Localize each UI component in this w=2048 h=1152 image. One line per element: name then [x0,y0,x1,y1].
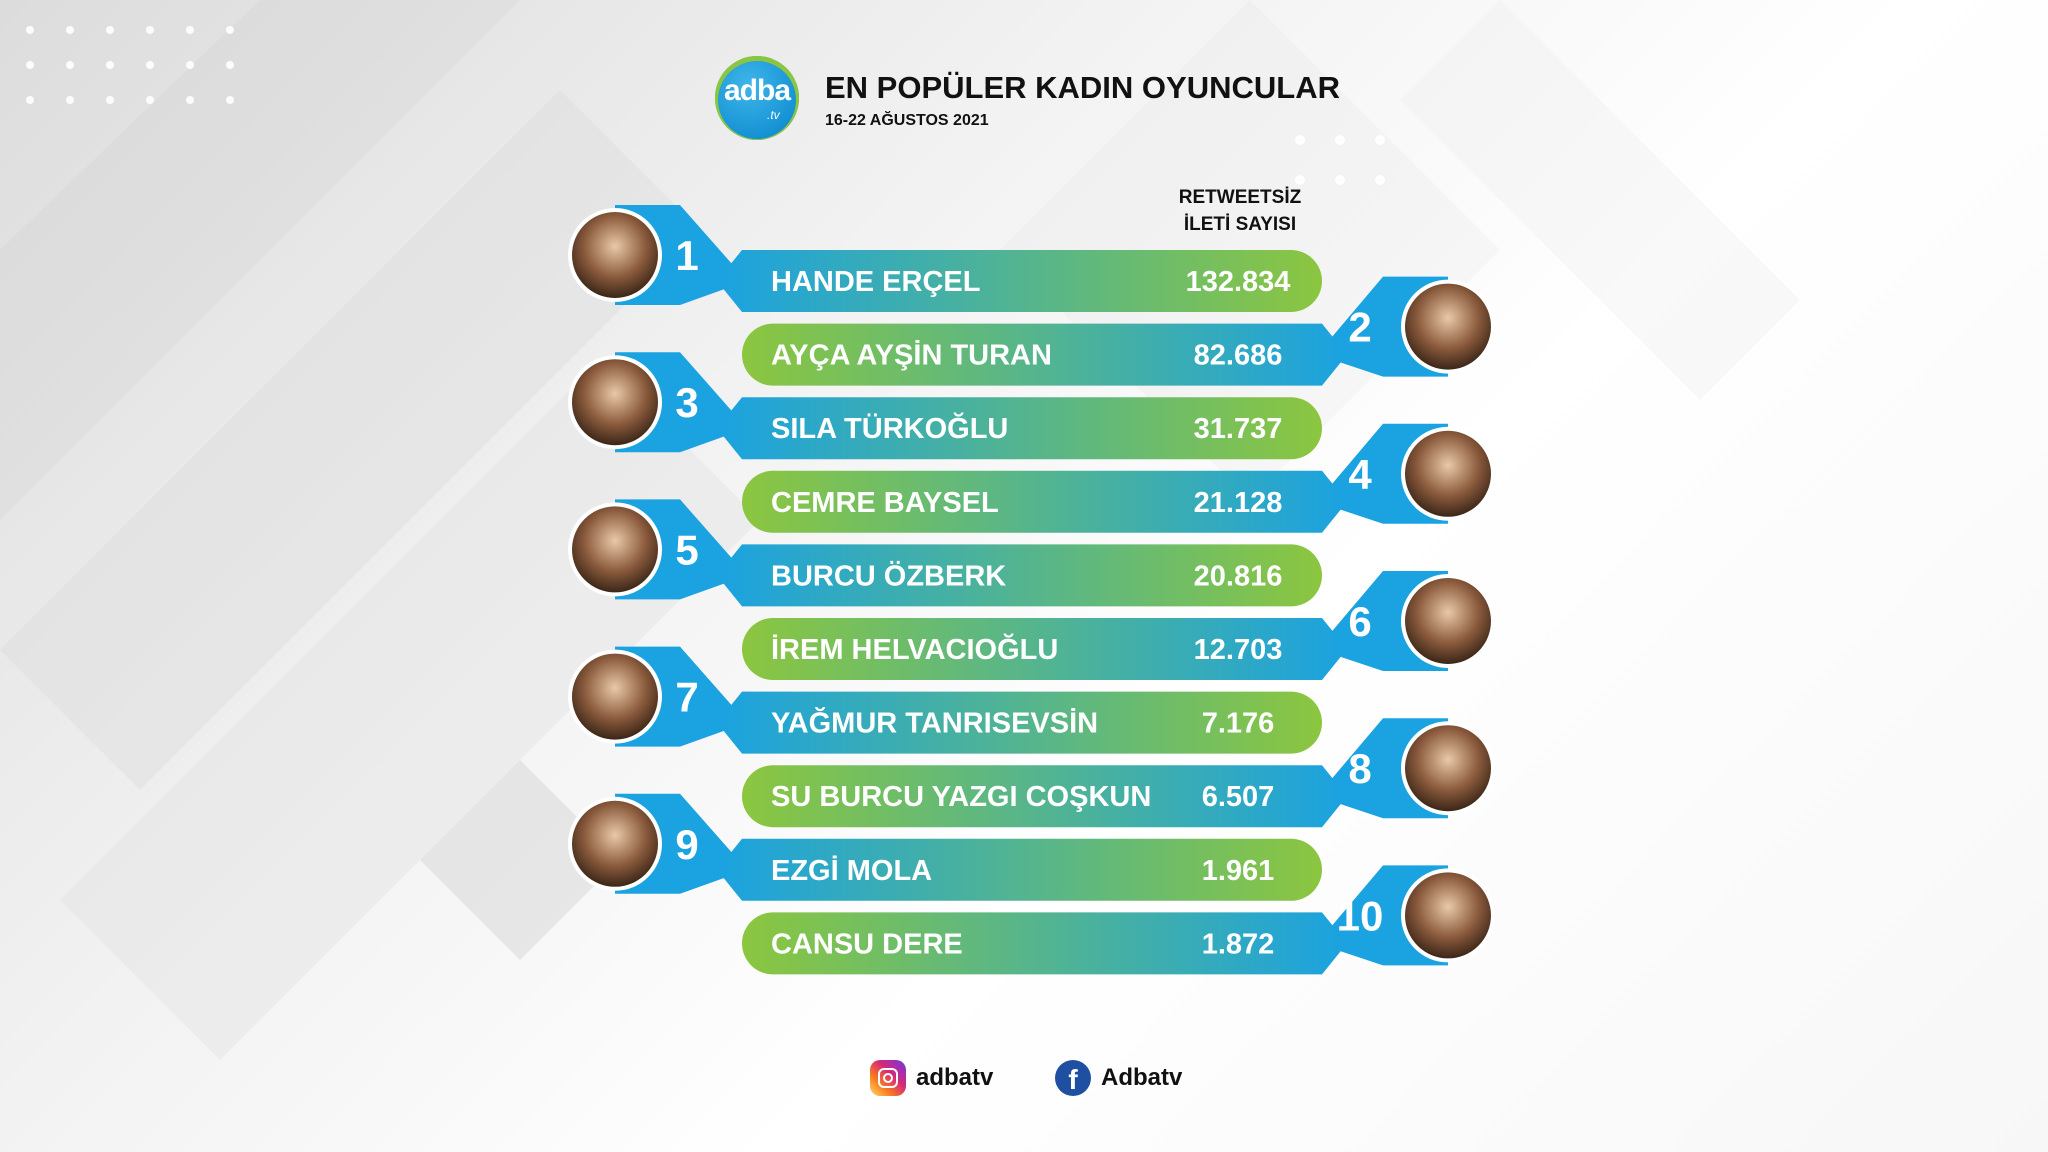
avatar [1405,578,1491,664]
avatar [1405,283,1491,370]
value-column-title-line1: RETWEETSİZ [1178,187,1302,208]
instagram-icon [870,1060,906,1096]
value-label: 1.961 [1202,855,1275,887]
actress-name: CEMRE BAYSEL [771,487,999,519]
bar [742,765,1347,828]
adba-logo: adba .tv [715,56,799,140]
ranking-row: 7 YAĞMUR TANRISEVSİN 7.176 [568,646,1322,754]
avatar [572,653,658,740]
logo-suffix: .tv [767,108,780,122]
rank-number: 10 [1337,892,1384,939]
bar [717,838,1322,901]
ranking-row: 1 HANDE ERÇEL 132.834 [568,205,1322,312]
actress-name: BURCU ÖZBERK [771,559,1006,592]
page-subtitle: 16-22 AĞUSTOS 2021 [825,112,989,129]
value-column-title-line2: İLETİ SAYISI [1183,214,1297,235]
value-label: 21.128 [1194,487,1283,519]
actress-name: SU BURCU YAZGI COŞKUN [771,781,1151,813]
instagram-handle: adbatv [916,1064,994,1091]
bar [717,250,1322,312]
rank-number: 8 [1348,745,1371,792]
actress-name: CANSU DERE [771,928,963,960]
value-label: 31.737 [1194,413,1283,445]
page-title: EN POPÜLER KADIN OYUNCULAR [825,70,1340,105]
ranking-row: 3 SILA TÜRKOĞLU 31.737 [568,352,1322,460]
rank-number: 4 [1348,451,1372,498]
logo-text: adba [723,74,791,107]
rank-number: 7 [675,674,698,721]
rank-number: 1 [675,232,698,279]
facebook-handle: Adbatv [1101,1064,1183,1091]
avatar [572,212,658,298]
ranking-row: 4 CEMRE BAYSEL 21.128 [742,423,1495,533]
actress-name: AYÇA AYŞİN TURAN [771,340,1052,372]
value-label: 1.872 [1202,928,1275,960]
bar [742,618,1347,680]
header: adba .tv EN POPÜLER KADIN OYUNCULAR 16-2… [715,56,1415,146]
actress-name: YAĞMUR TANRISEVSİN [771,706,1098,740]
rank-number: 5 [675,526,698,573]
ranking-row: 8 SU BURCU YAZGI COŞKUN 6.507 [742,718,1495,828]
footer-instagram[interactable]: adbatv [870,1058,993,1098]
rank-number: 3 [675,379,698,426]
value-label: 132.834 [1186,266,1291,298]
bar [717,397,1322,460]
value-label: 82.686 [1194,340,1283,372]
bar [742,323,1347,386]
avatar [1405,725,1491,812]
ranking-row: 5 BURCU ÖZBERK 20.816 [568,499,1322,607]
avatar [1405,872,1491,959]
value-column-title: RETWEETSİZ İLETİ SAYISI [1145,184,1335,238]
value-label: 7.176 [1202,708,1275,740]
avatar [572,800,658,887]
footer-facebook[interactable]: f Adbatv [1055,1058,1182,1098]
bar [742,470,1347,533]
rank-number: 2 [1348,304,1371,351]
rank-number: 6 [1348,598,1371,645]
actress-name: İREM HELVACIOĞLU [771,632,1058,666]
actress-name: EZGİ MOLA [771,855,932,887]
rank-number: 9 [675,821,698,868]
value-label: 6.507 [1202,781,1275,813]
bar [717,691,1322,754]
avatar [1405,430,1491,517]
actress-name: SILA TÜRKOĞLU [771,411,1008,445]
value-label: 20.816 [1194,560,1283,592]
ranking-row: 6 İREM HELVACIOĞLU 12.703 [742,571,1495,680]
actress-name: HANDE ERÇEL [771,266,980,298]
avatar [572,506,658,593]
facebook-icon: f [1055,1060,1091,1096]
value-label: 12.703 [1194,634,1283,666]
bar [717,544,1322,607]
ranking-row: 10 CANSU DERE 1.872 [742,865,1495,975]
ranking-row: 2 AYÇA AYŞİN TURAN 82.686 [742,276,1495,386]
bar [742,912,1347,975]
ranking-row: 9 EZGİ MOLA 1.961 [568,793,1322,901]
avatar [572,359,658,446]
